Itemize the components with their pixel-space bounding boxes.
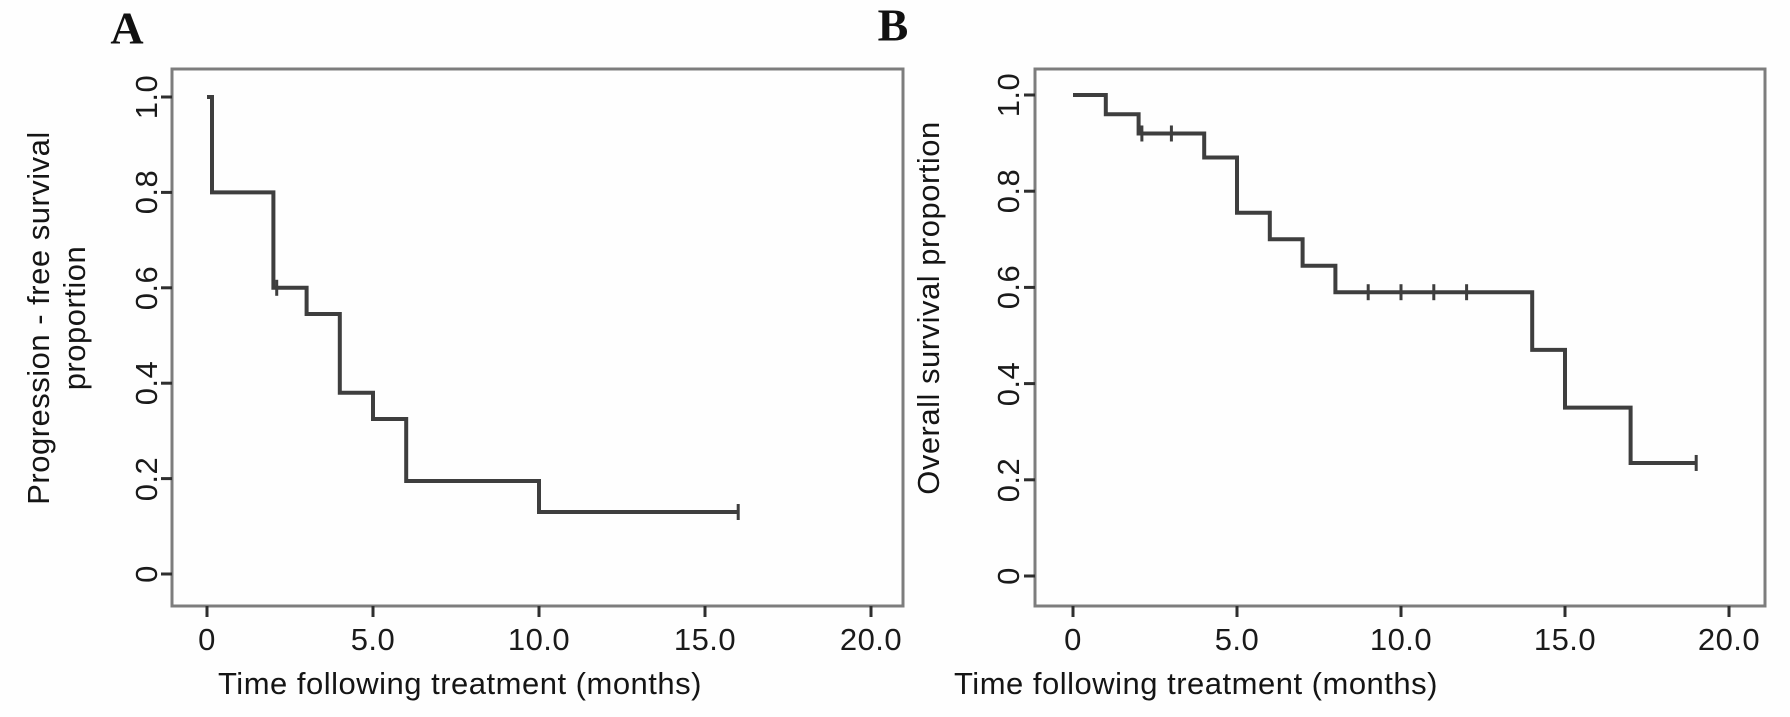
panel-b-y-tick-label: 0.4 [991,361,1026,406]
panel-a-y-tick-label: 0.4 [129,360,164,406]
panel-b-y-tick-label: 0 [991,567,1026,585]
panel-b-survival-curve [1073,93,1697,465]
panel-a-survival-curve [207,95,739,514]
panel-a-x-tick-label: 5.0 [350,622,396,657]
panel-b-x-axis-title: Time following treatment (months) [954,666,1438,701]
panel-a-letter: A [110,2,144,54]
panel-a-x-axis-title: Time following treatment (months) [218,666,702,701]
panel-b-x-tick-label: 0 [1064,622,1082,657]
panel-b-letter: B [877,0,909,51]
panel-a-plot-box [170,67,905,608]
panel-a-y-tick-label: 0.8 [129,170,164,215]
panel-a-y-tick-label: 1.0 [129,74,164,120]
panel-b-x-tick-label: 20.0 [1697,622,1761,657]
panel-b-y-axis-title-line1: Overall survival proportion [911,121,946,495]
panel-a-y-axis-title: Progression - free survival proportion [21,131,93,505]
panel-b-y-axis-title: Overall survival proportion [911,121,947,495]
panel-a-y-tick-label: 0.2 [129,456,164,501]
panel-a-x-tick-label: 0 [198,622,216,657]
panel-b-plot-box [1033,67,1767,608]
panel-a-y-axis-title-line1: Progression - free survival [21,131,56,505]
panel-a-x-tick-label: 15.0 [673,622,737,657]
panel-a-y-axis-title-line2: proportion [57,245,92,391]
panel-b-y-tick-label: 0.6 [991,265,1026,310]
panel-a-x-tick-label: 10.0 [507,622,571,657]
panel-b-x-tick-label: 15.0 [1533,622,1597,657]
panel-a-y-tick-label: 0 [129,565,164,583]
panel-b-y-tick-label: 0.2 [991,457,1026,503]
panel-b-x-tick-label: 5.0 [1214,622,1260,657]
panel-b-y-tick-label: 0.8 [991,168,1026,214]
panel-a-x-tick-label: 20.0 [839,622,903,657]
panel-a-y-tick-label: 0.6 [129,265,164,311]
panel-b-y-tick-label: 1.0 [991,72,1026,118]
panel-b-x-tick-label: 10.0 [1369,622,1433,657]
